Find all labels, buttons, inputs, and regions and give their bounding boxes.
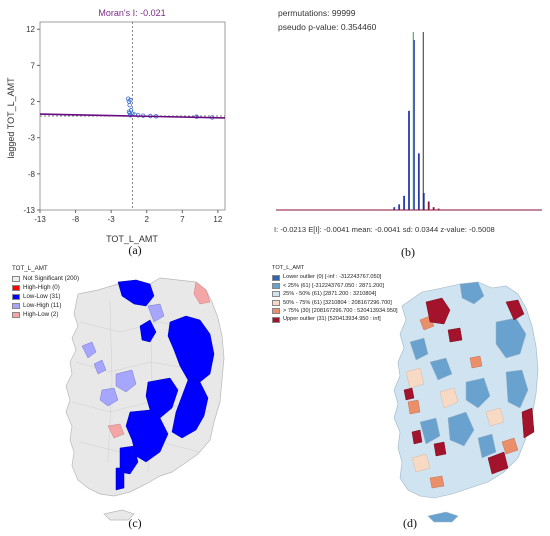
histogram-bar (413, 40, 415, 210)
histogram-bar (422, 193, 425, 210)
lisa-legend-item: High-Low (2) (12, 310, 79, 319)
permutation-histogram: permutations: 99999 pseudo p-value: 0.35… (274, 8, 542, 234)
box-legend-title: TOT_L_AMT (272, 265, 305, 271)
y-tick-label: 2 (31, 98, 36, 107)
histogram-bar (398, 204, 401, 210)
y-tick-label: -13 (23, 206, 35, 215)
lisa-legend-item: High-High (0) (12, 283, 79, 292)
box-legend: TOT_L_AMT Lower outlier (0) [-inf : -312… (272, 264, 398, 324)
lisa-swatch-1 (12, 284, 20, 291)
box-legend-item: 25% - 50% (61) [2871.200 : 3210804] (272, 290, 398, 298)
x-tick-label: -3 (108, 215, 116, 224)
scatter-point (127, 110, 132, 116)
histogram-bar (427, 201, 430, 210)
scatter-point (135, 113, 141, 118)
high-low-districts (107, 281, 211, 439)
histogram-bar (403, 195, 405, 210)
lisa-legend-item: Not Significant (200) (12, 274, 79, 283)
box-swatch-1 (272, 283, 280, 290)
y-tick-label: 7 (31, 61, 36, 70)
lisa-map (65, 277, 225, 521)
x-tick-label: 2 (145, 215, 150, 224)
y-tick-label: -3 (28, 134, 36, 143)
lisa-swatch-0 (12, 275, 20, 282)
scatter-point (128, 97, 133, 103)
low-high-districts (81, 303, 165, 407)
box-map-jeju (427, 511, 459, 523)
box-swatch-4 (272, 308, 280, 315)
y-tick-label: -8 (28, 170, 36, 179)
box-swatch-5 (272, 316, 280, 323)
box-legend-item: Upper outlier (31) [520413934.950 : inf] (272, 315, 398, 323)
lisa-swatch-2 (12, 293, 20, 300)
lisa-legend: TOT_L_AMT Not Significant (200) High-Hig… (12, 264, 79, 319)
histogram-bar (417, 153, 420, 210)
low-low-districts (115, 279, 215, 491)
jeju-island (103, 509, 135, 521)
x-tick-label: -13 (34, 215, 46, 224)
pvalue-text: pseudo p-value: 0.354460 (278, 22, 377, 32)
lisa-legend-title: TOT_L_AMT (12, 265, 48, 272)
box-map (393, 281, 539, 523)
scatter-title: Moran's I: -0.021 (98, 8, 165, 18)
moran-scatter-plot: Moran's I: -0.021 lagged TOT_L_AMT TOT_L… (6, 8, 226, 244)
y-tick-label: 12 (26, 25, 35, 34)
box-legend-item: Lower outlier (0) [-inf : -312243767.050… (272, 273, 398, 281)
box-map-panel: TOT_L_AMT Lower outlier (0) [-inf : -312… (270, 262, 550, 536)
permutations-text: permutations: 99999 (278, 8, 356, 18)
lisa-legend-item: Low-Low (31) (12, 292, 79, 301)
x-tick-label: -8 (72, 215, 80, 224)
scatter-ylabel: lagged TOT_L_AMT (6, 77, 16, 159)
caption-d: (d) (403, 516, 417, 530)
box-legend-item: 50% - 75% (61) [3210804 : 208167296.700] (272, 299, 398, 307)
permutation-stats: I: -0.0213 E[I]: -0.0041 mean: -0.0041 s… (274, 225, 495, 234)
histogram-bar (393, 207, 396, 210)
permutation-panel: permutations: 99999 pseudo p-value: 0.35… (270, 0, 550, 262)
histogram-bar (432, 207, 435, 210)
box-upper-outlier-districts (403, 297, 535, 475)
caption-c: (c) (128, 516, 142, 530)
x-tick-label: 12 (213, 215, 222, 224)
box-lower-quartile-districts (409, 281, 529, 459)
lisa-swatch-4 (12, 311, 20, 318)
x-tick-label: 7 (180, 215, 185, 224)
lisa-cluster-map-panel: TOT_L_AMT Not Significant (200) High-Hig… (0, 262, 270, 536)
scatter-point (127, 102, 132, 108)
regression-line (39, 113, 226, 119)
caption-a: (a) (128, 243, 142, 257)
box-legend-item: < 25% (61) [-312243767.050 : 2871.200] (272, 282, 398, 290)
box-legend-item: > 75% (30) [208167296.700 : 520413934.95… (272, 307, 398, 315)
box-swatch-3 (272, 299, 280, 306)
histogram-bar (437, 208, 440, 210)
box-swatch-0 (272, 274, 280, 281)
lisa-legend-item: Low-High (11) (12, 301, 79, 310)
scatter-xlabel: TOT_L_AMT (106, 234, 158, 244)
moran-scatter-panel: Moran's I: -0.021 lagged TOT_L_AMT TOT_L… (0, 0, 270, 262)
lisa-swatch-3 (12, 302, 20, 309)
box-swatch-2 (272, 291, 280, 298)
box-upper-quartile-districts (405, 367, 505, 473)
caption-b: (b) (401, 245, 415, 259)
histogram-bar (408, 110, 410, 210)
